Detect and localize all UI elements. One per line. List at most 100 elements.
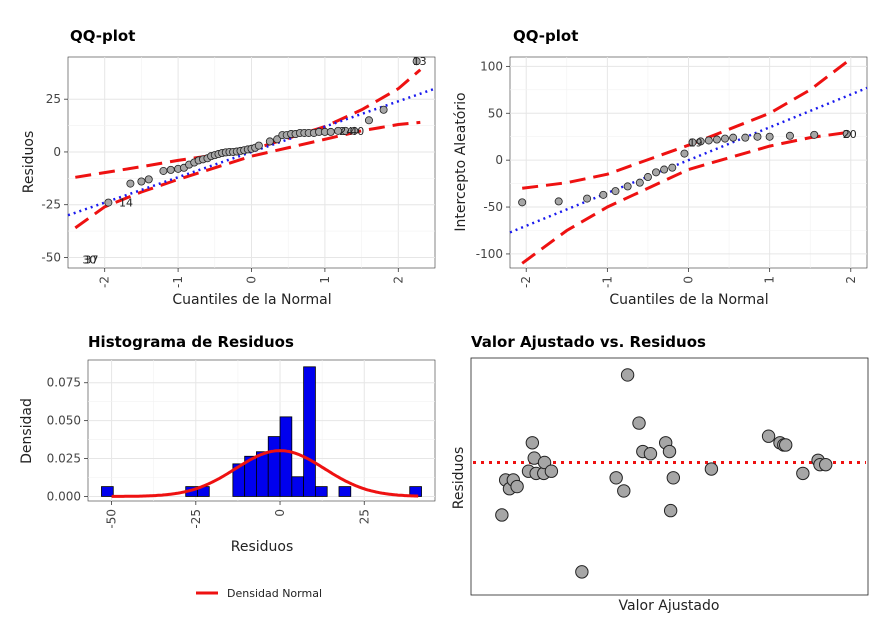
histogram-bar xyxy=(267,436,281,497)
qq-point xyxy=(753,132,762,141)
qq-point xyxy=(765,132,774,141)
qq-point xyxy=(254,141,263,150)
qq-plot-intercepto-points xyxy=(518,129,851,207)
qq-point xyxy=(144,175,153,184)
qq-point-label: 19 xyxy=(689,136,703,149)
residual-point xyxy=(544,464,559,478)
histograma-legend: Densidad Normal xyxy=(196,587,322,600)
histograma-bars xyxy=(101,366,422,497)
qq-point xyxy=(265,137,274,146)
qq-point-label: 30 xyxy=(82,254,96,267)
qq-point xyxy=(412,57,421,66)
histograma-ylabel: Densidad xyxy=(19,398,35,464)
qq-point-label: 13 xyxy=(413,55,427,68)
qq-point xyxy=(554,197,563,206)
residual-point xyxy=(495,508,509,522)
x-tick-label: -2 xyxy=(519,276,533,288)
y-tick-label: -100 xyxy=(476,247,503,261)
qq-point xyxy=(696,137,705,146)
residual-point xyxy=(704,462,719,476)
qq-point xyxy=(326,127,335,136)
qq-point xyxy=(379,105,388,114)
residual-point xyxy=(510,479,524,494)
residual-point xyxy=(643,447,658,461)
qq-point xyxy=(680,149,689,158)
ajustado-vs-residuos-title: Valor Ajustado vs. Residuos xyxy=(471,333,706,351)
residual-point xyxy=(819,457,833,472)
qq-point xyxy=(721,134,730,143)
qq-point-label: 20 xyxy=(843,128,857,141)
residual-point xyxy=(525,436,540,450)
residual-point xyxy=(617,484,631,498)
qq-point xyxy=(668,163,677,172)
x-tick-label: -1 xyxy=(600,276,614,288)
residual-point xyxy=(796,466,810,481)
qq-point xyxy=(104,198,113,207)
qq-plot-intercepto-ylabel: Intercepto Aleatório xyxy=(453,92,469,231)
qq-plot-residuos-axes: -2 -1 0 1 2 -50 -25 0 25 xyxy=(41,92,405,288)
qq-point xyxy=(137,177,146,186)
x-tick-label: 25 xyxy=(357,509,371,524)
x-tick-label: 1 xyxy=(318,276,332,284)
y-tick-label: -50 xyxy=(483,200,503,214)
residual-point xyxy=(620,368,635,382)
qq-point xyxy=(273,135,282,144)
qq-point xyxy=(159,166,168,175)
y-tick-label: -50 xyxy=(41,250,61,264)
y-tick-label: 25 xyxy=(46,92,61,106)
histogram-bar xyxy=(256,451,269,497)
qq-point-label: 14 xyxy=(119,197,133,210)
histogram-bar xyxy=(279,416,293,497)
residual-point xyxy=(537,455,552,470)
qq-point xyxy=(583,194,592,203)
residual-point xyxy=(662,444,677,459)
qq-point xyxy=(599,190,608,199)
qq-point xyxy=(729,133,738,142)
qq-plot-residuos-xlabel: Cuantiles de la Normal xyxy=(172,292,331,308)
histogram-bar xyxy=(315,486,328,497)
qq-plot-residuos-envelope-lower xyxy=(74,120,421,230)
x-tick-label: -25 xyxy=(189,509,203,529)
residual-point xyxy=(779,438,793,452)
y-tick-label: 0.025 xyxy=(47,452,81,466)
qq-plot-intercepto-title: QQ-plot xyxy=(513,27,578,45)
qq-point xyxy=(635,178,644,187)
qq-point xyxy=(518,198,527,207)
x-tick-label: 2 xyxy=(391,276,405,284)
qq-point xyxy=(643,173,652,182)
y-tick-label: 0.075 xyxy=(47,376,81,390)
qq-point-label: 37 xyxy=(85,254,99,267)
qq-plot-residuos-points xyxy=(104,57,421,207)
histogram-bar xyxy=(338,486,352,497)
residual-point xyxy=(609,471,623,485)
qq-point xyxy=(660,165,669,174)
y-tick-label: 100 xyxy=(480,59,503,73)
y-tick-label: 0.000 xyxy=(47,489,81,503)
histogram-bar xyxy=(303,366,316,497)
x-tick-label: -1 xyxy=(171,276,185,288)
qq-plot-intercepto-envelope-upper xyxy=(522,57,852,190)
y-tick-label: -25 xyxy=(41,198,61,212)
histograma-panel: Histograma de Residuos -50 -25 0 25 0.000 0.0… xyxy=(19,333,436,600)
x-tick-label: 0 xyxy=(682,276,696,284)
qq-point xyxy=(785,131,794,140)
x-tick-label: 2 xyxy=(844,276,858,284)
x-tick-label: -2 xyxy=(98,276,112,288)
histogram-bar xyxy=(101,486,114,497)
qq-point xyxy=(652,168,661,177)
qq-plot-intercepto-reference-line xyxy=(509,86,868,234)
x-tick-label: -50 xyxy=(105,509,119,529)
residual-point xyxy=(575,565,589,579)
x-tick-label: 0 xyxy=(273,509,287,517)
qq-point xyxy=(126,179,135,188)
qq-point xyxy=(623,182,632,191)
residual-point xyxy=(632,416,646,430)
qq-plot-residuos-grid xyxy=(68,57,435,268)
x-tick-label: 0 xyxy=(245,276,259,284)
histograma-xlabel: Residuos xyxy=(231,539,294,555)
x-tick-label: 1 xyxy=(763,276,777,284)
